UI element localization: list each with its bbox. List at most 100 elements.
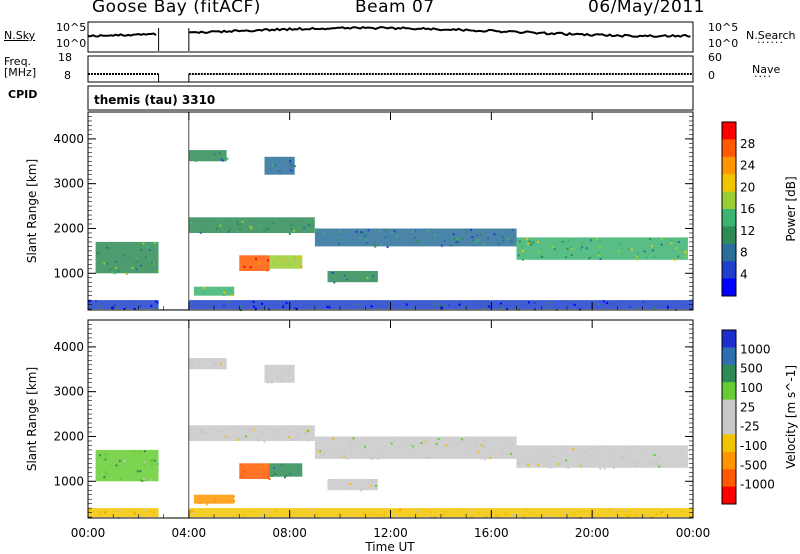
heatmap-cell (139, 470, 142, 473)
heatmap-cell (565, 459, 568, 462)
heatmap-cell (512, 513, 515, 516)
heatmap-cell (281, 258, 284, 261)
heatmap-cell (113, 509, 116, 512)
heatmap-cell (469, 439, 472, 442)
heatmap-cell (409, 444, 412, 447)
heatmap-cell (445, 444, 448, 447)
heatmap-cell (429, 436, 432, 439)
heatmap-cell (261, 302, 264, 305)
heatmap-region (193, 286, 235, 296)
nsearch-label: N.Search (746, 29, 796, 42)
heatmap-cell (360, 487, 363, 490)
heatmap-cell (272, 221, 275, 224)
heatmap-cell (281, 375, 284, 377)
heatmap-cell (587, 465, 590, 468)
heatmap-cell (502, 235, 505, 238)
heatmap-cell (461, 237, 464, 240)
heatmap-cell (437, 438, 440, 440)
heatmap-cell (480, 444, 483, 447)
heatmap-cell (103, 477, 106, 480)
heatmap-cell (125, 272, 128, 275)
heatmap-cell (526, 238, 529, 240)
heatmap-cell (502, 448, 505, 451)
heatmap-region (314, 436, 517, 459)
heatmap-cell (631, 450, 634, 453)
heatmap-cell (477, 512, 480, 514)
heatmap-cell (309, 220, 312, 223)
heatmap-cell (514, 242, 517, 245)
heatmap-cell (565, 451, 567, 454)
heatmap-cell (349, 483, 352, 485)
heatmap-cell (293, 306, 296, 309)
heatmap-cell (278, 431, 280, 434)
heatmap-cell (506, 453, 509, 456)
heatmap-cell (132, 458, 135, 461)
heatmap-cell (285, 474, 288, 477)
heatmap-cell (637, 252, 640, 255)
heatmap-cell (366, 277, 369, 280)
heatmap-cell (106, 454, 109, 457)
heatmap-cell (365, 515, 368, 518)
heatmap-cell (220, 219, 223, 222)
heatmap-cell (283, 304, 286, 307)
heatmap-cell (496, 515, 499, 518)
heatmap-cell (588, 257, 591, 260)
y-tick-label: 4000 (53, 132, 84, 146)
heatmap-cell (628, 447, 631, 450)
heatmap-cell (654, 304, 657, 307)
heatmap-cell (427, 230, 430, 232)
heatmap-cell (99, 305, 102, 308)
heatmap-cell (405, 303, 408, 306)
heatmap-cell (660, 511, 663, 514)
heatmap-cell (290, 438, 293, 441)
heatmap-cell (139, 451, 142, 454)
heatmap-cell (628, 306, 631, 308)
power-colorbar-tick-label: 24 (740, 159, 755, 173)
station-title: Goose Bay (fitACF) (92, 0, 261, 17)
heatmap-cell (578, 462, 580, 465)
heatmap-cell (267, 475, 270, 478)
heatmap-cell (649, 462, 652, 465)
heatmap-cell (474, 445, 477, 448)
heatmap-cell (152, 511, 155, 514)
heatmap-cell (322, 454, 325, 456)
heatmap-cell (502, 239, 505, 242)
heatmap-cell (192, 512, 194, 515)
power-colorbar-segment (722, 278, 736, 297)
heatmap-cell (356, 303, 359, 306)
heatmap-cell (218, 152, 221, 155)
heatmap-cell (480, 457, 483, 460)
heatmap-cell (131, 267, 134, 270)
heatmap-cell (675, 247, 678, 250)
heatmap-cell (580, 247, 583, 250)
heatmap-cell (252, 300, 255, 303)
heatmap-cell (596, 238, 599, 241)
heatmap-cell (583, 451, 586, 454)
heatmap-cell (670, 239, 673, 242)
heatmap-cell (318, 450, 321, 453)
heatmap-cell (337, 512, 340, 515)
heatmap-cell (104, 453, 107, 456)
heatmap-cell (347, 483, 350, 486)
heatmap-cell (397, 446, 400, 449)
heatmap-cell (106, 246, 109, 249)
heatmap-cell (295, 307, 298, 310)
heatmap-cell (236, 221, 239, 224)
heatmap-cell (684, 250, 686, 253)
heatmap-cell (456, 237, 459, 240)
heatmap-cell (258, 262, 261, 265)
heatmap-cell (533, 301, 536, 304)
heatmap-cell (307, 429, 310, 432)
heatmap-cell (591, 447, 593, 450)
y-axis-label: Slant Range [km] (25, 367, 39, 471)
power-colorbar-segment (722, 191, 736, 210)
heatmap-cell (121, 269, 124, 272)
heatmap-cell (213, 153, 216, 156)
heatmap-cell (263, 230, 266, 233)
heatmap-cell (399, 447, 402, 450)
power-colorbar-segment (722, 156, 736, 175)
heatmap-cell (622, 301, 625, 304)
heatmap-cell (506, 512, 509, 515)
heatmap-cell (139, 305, 142, 308)
heatmap-cell (198, 502, 201, 504)
